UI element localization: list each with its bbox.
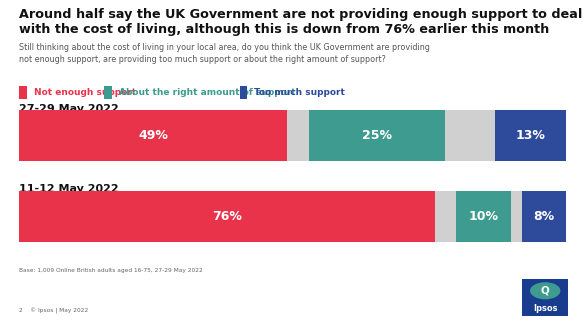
Text: 8%: 8%	[534, 210, 555, 223]
Bar	[522, 191, 566, 242]
Text: 11-12 May 2022: 11-12 May 2022	[19, 184, 119, 194]
Bar	[105, 86, 112, 99]
Bar	[456, 191, 511, 242]
Bar	[19, 110, 287, 161]
Bar	[19, 191, 435, 242]
Text: Too much support: Too much support	[254, 88, 345, 97]
Circle shape	[530, 282, 560, 299]
Text: Q: Q	[541, 285, 549, 295]
Bar	[446, 110, 495, 161]
Text: About the right amount of support: About the right amount of support	[119, 88, 296, 97]
Text: Still thinking about the cost of living in your local area, do you think the UK : Still thinking about the cost of living …	[19, 43, 430, 64]
Text: 49%: 49%	[138, 129, 168, 142]
Text: Ipsos: Ipsos	[533, 304, 558, 313]
Text: 25%: 25%	[362, 129, 392, 142]
Text: with the cost of living, although this is down from 76% earlier this month: with the cost of living, although this i…	[19, 23, 549, 36]
Text: 13%: 13%	[515, 129, 545, 142]
Text: 27-29 May 2022: 27-29 May 2022	[19, 104, 119, 114]
Text: Not enough support: Not enough support	[34, 88, 136, 97]
Bar	[19, 86, 27, 99]
Bar	[309, 110, 446, 161]
Bar	[495, 110, 566, 161]
Text: 2    © Ipsos | May 2022: 2 © Ipsos | May 2022	[19, 308, 88, 314]
Bar	[435, 191, 456, 242]
Text: 76%: 76%	[212, 210, 242, 223]
Text: 10%: 10%	[469, 210, 499, 223]
Bar	[511, 191, 522, 242]
Text: Base: 1,009 Online British adults aged 16-75, 27-29 May 2022: Base: 1,009 Online British adults aged 1…	[19, 268, 203, 273]
Bar	[287, 110, 309, 161]
Bar	[522, 279, 568, 316]
Text: Around half say the UK Government are not providing enough support to deal: Around half say the UK Government are no…	[19, 8, 583, 21]
Bar	[240, 86, 247, 99]
